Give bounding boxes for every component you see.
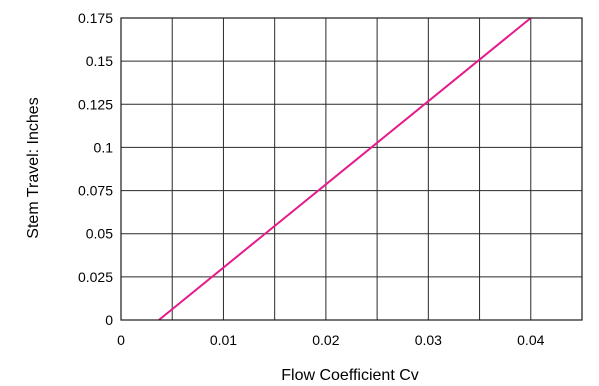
plot-frame [120,17,583,321]
x-tick-label: 0.03 [415,332,442,348]
y-tick-label: 0.075 [78,183,113,199]
y-tick-labels: 0 0.025 0.05 0.075 0.1 0.125 0.15 0.175 [78,10,113,328]
x-axis-title: Flow Coefficient Cv [281,367,419,384]
y-tick-label: 0.15 [86,53,113,69]
x-tick-label: 0 [117,332,125,348]
x-tick-label: 0.04 [517,332,544,348]
series-line [158,17,532,321]
y-tick-label: 0 [105,312,113,328]
y-tick-label: 0.025 [78,269,113,285]
x-tick-label: 0.01 [210,332,237,348]
y-tick-label: 0.125 [78,96,113,112]
plot-border [120,17,583,321]
y-tick-label: 0.175 [78,10,113,26]
y-axis-title: Stem Travel: Inches [25,97,42,238]
grid [121,18,582,320]
series-layer [158,17,532,321]
y-tick-label: 0.05 [86,226,113,242]
y-tick-label: 0.1 [94,139,114,155]
x-tick-labels: 0 0.01 0.02 0.03 0.04 [117,332,545,348]
x-tick-label: 0.02 [312,332,339,348]
